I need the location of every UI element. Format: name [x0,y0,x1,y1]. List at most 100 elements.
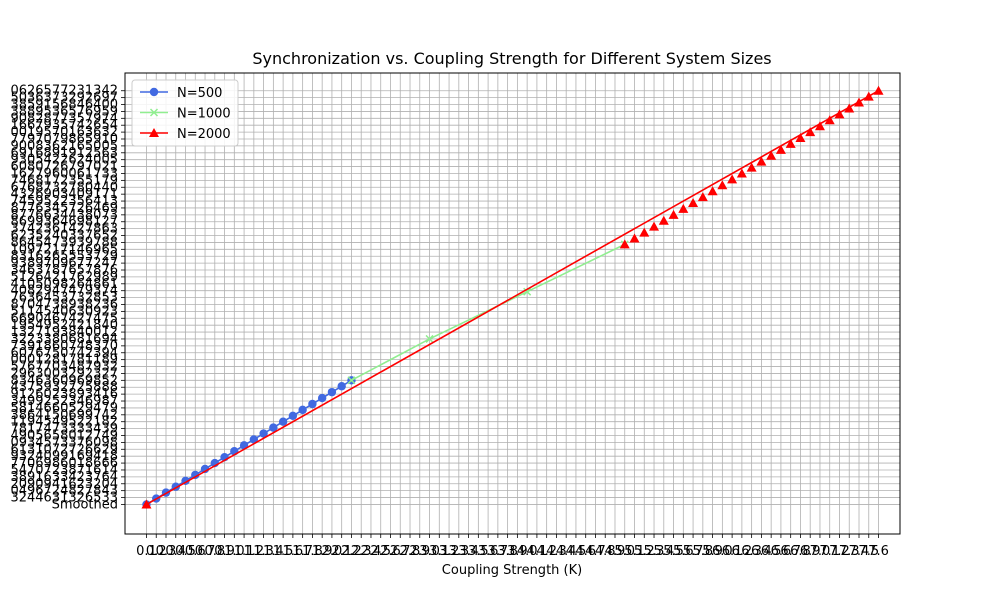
data-point [347,376,356,385]
y-tick-label: 0019570163632 [10,125,118,140]
y-tick-label: 9305422624005 [10,153,118,168]
series-line [146,90,879,506]
data-point [337,382,346,391]
x-tick-label: 1.7 [292,544,313,559]
x-tick-label: 1.8 [302,544,323,559]
y-tick-label: 1627960061733 [10,166,118,181]
legend-item: N=2000 [140,127,231,142]
x-tick-label: 1.9 [312,544,333,559]
y-tick-label: 6235240337652 [10,229,118,244]
x-tick-label: 1.4 [263,544,284,559]
x-tick-label: 6.0 [712,544,733,559]
data-point [766,150,777,160]
x-tick-label: 5.0 [614,544,635,559]
x-tick-label: 2.0 [322,544,343,559]
series-layer [141,85,884,509]
y-tick-label: 4326903409171 [10,187,118,202]
y-tick-label: 4105098264861 [10,277,118,292]
y-tick-label: 0496724827843 [10,484,118,499]
grid [125,73,900,534]
x-ticks: 0.10.20.30.40.50.60.70.80.91.01.11.21.31… [136,534,889,559]
y-tick-label: 7468172355179 [10,173,118,188]
y-tick-label: 6131072726629 [10,442,118,457]
y-tick-label: 4082947479374 [10,284,118,299]
y-tick-label: 3499252346987 [10,394,118,409]
x-tick-label: 3.1 [429,544,450,559]
y-tick-label: 5126421762989 [10,270,118,285]
y-tick-label: 8776634438073 [10,208,118,223]
data-point [863,91,874,101]
y-tick-label: 9126023893416 [10,387,118,402]
legend-marker [149,108,159,117]
x-tick-label: 6.4 [751,544,772,559]
data-point [308,399,317,409]
data-point [425,334,434,343]
x-tick-label: 3.0 [419,544,440,559]
data-point [854,97,865,107]
x-tick-label: 0.8 [204,544,225,559]
x-tick-label: 4.5 [566,544,587,559]
y-tick-label: 6076750742394 [10,346,118,361]
y-tick-label: Smoothed [52,497,118,512]
legend-label: N=500 [177,86,222,101]
x-tick-label: 3.6 [478,544,499,559]
x-tick-label: 2.9 [409,544,430,559]
x-tick-label: 5.3 [644,544,665,559]
data-point [249,435,259,444]
x-tick-label: 2.7 [390,544,411,559]
x-tick-label: 7.3 [839,544,860,559]
y-tick-label: 8704738938236 [10,297,118,312]
data-point [775,144,786,154]
x-tick-label: 7.1 [819,544,840,559]
x-tick-label: 0.6 [185,544,206,559]
x-tick-label: 6.7 [780,544,801,559]
x-tick-label: 2.5 [370,544,391,559]
data-point [619,239,630,249]
series-line [351,243,626,382]
x-tick-label: 2.6 [380,544,401,559]
y-tick-label: 3889536576959 [10,104,118,119]
x-tick-label: 6.2 [732,544,753,559]
x-tick-label: 4.8 [595,544,616,559]
x-tick-label: 5.4 [653,544,674,559]
x-tick-label: 0.7 [195,544,216,559]
x-tick-label: 5.7 [683,544,704,559]
x-tick-label: 2.4 [361,544,382,559]
y-tick-label: 1194549522182 [10,415,118,430]
x-tick-label: 0.4 [165,544,186,559]
y-tick-label: 1097217146965 [10,242,118,257]
x-tick-label: 2.2 [341,544,362,559]
data-point [834,109,845,119]
y-tick-label: 5767703487932 [10,360,118,375]
x-tick-label: 2.8 [400,544,421,559]
y-tick-label: 2090941623204 [10,477,118,492]
y-tick-label: 3864150699742 [10,408,118,423]
x-tick-label: 5.5 [663,544,684,559]
x-tick-label: 0.3 [156,544,177,559]
data-point [278,417,288,426]
legend-item: N=500 [140,86,222,101]
x-tick-label: 5.1 [624,544,645,559]
x-tick-label: 6.3 [741,544,762,559]
data-point [844,103,855,113]
x-tick-label: 2.3 [351,544,372,559]
legend-box [131,79,239,147]
data-point [259,429,268,438]
x-tick-label: 6.1 [722,544,743,559]
data-point [707,186,718,196]
data-point [639,227,650,237]
x-tick-label: 7.5 [858,544,879,559]
y-tick-label: 8699364698127 [10,215,118,230]
data-point [141,499,152,509]
y-tick-label: 6768732780440 [10,180,118,195]
y-tick-label: 7391860748370 [10,339,118,354]
data-point [649,221,660,231]
y-tick-label: 7706986018666 [10,456,118,471]
y-tick-label: 5470723871614 [10,463,118,478]
data-point [200,464,210,474]
x-tick-label: 0.9 [214,544,235,559]
x-tick-label: 7.4 [849,544,870,559]
y-tick-label: 8316265553729 [10,249,118,264]
x-tick-label: 5.9 [702,544,723,559]
